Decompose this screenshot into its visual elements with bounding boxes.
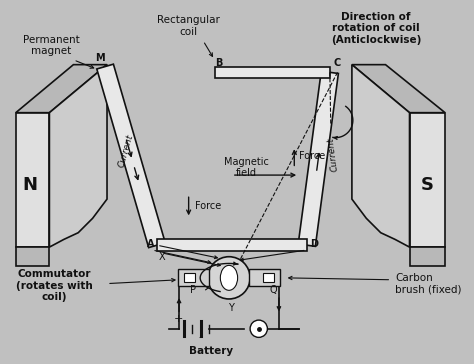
Text: Current: Current bbox=[117, 133, 135, 169]
Ellipse shape bbox=[220, 265, 237, 290]
Polygon shape bbox=[157, 240, 307, 251]
Polygon shape bbox=[352, 65, 410, 247]
Text: Carbon
brush (fixed): Carbon brush (fixed) bbox=[395, 273, 462, 294]
Text: P: P bbox=[191, 285, 196, 295]
Circle shape bbox=[208, 257, 250, 299]
FancyBboxPatch shape bbox=[249, 269, 280, 285]
Circle shape bbox=[250, 320, 267, 337]
Text: Magnetic
field: Magnetic field bbox=[224, 157, 269, 178]
Polygon shape bbox=[215, 67, 330, 78]
Text: B: B bbox=[215, 58, 222, 68]
Polygon shape bbox=[49, 65, 107, 247]
Text: M: M bbox=[95, 53, 105, 63]
Text: Y: Y bbox=[228, 304, 234, 313]
Polygon shape bbox=[410, 113, 445, 247]
Text: D: D bbox=[310, 239, 319, 249]
Bar bbox=[263, 273, 274, 282]
Polygon shape bbox=[352, 65, 445, 113]
FancyBboxPatch shape bbox=[178, 269, 209, 285]
Text: -: - bbox=[198, 331, 203, 344]
Bar bbox=[184, 273, 195, 282]
Polygon shape bbox=[298, 71, 338, 246]
Polygon shape bbox=[16, 247, 49, 266]
Polygon shape bbox=[16, 113, 49, 247]
Text: N: N bbox=[23, 176, 38, 194]
Text: C: C bbox=[334, 58, 341, 68]
Text: +: + bbox=[174, 314, 183, 324]
Text: Permanent
magnet: Permanent magnet bbox=[23, 35, 80, 56]
Text: X: X bbox=[158, 252, 165, 262]
Text: Commutator
(rotates with
coil): Commutator (rotates with coil) bbox=[16, 269, 92, 302]
Text: Current: Current bbox=[326, 136, 339, 171]
Polygon shape bbox=[410, 247, 445, 266]
Text: Force: Force bbox=[195, 201, 222, 211]
Text: Direction of
rotation of coil
(Anticlockwise): Direction of rotation of coil (Anticlock… bbox=[331, 12, 421, 45]
Polygon shape bbox=[97, 64, 165, 248]
Text: Rectangular
coil: Rectangular coil bbox=[157, 15, 220, 37]
Text: A: A bbox=[147, 239, 155, 249]
Polygon shape bbox=[16, 65, 107, 113]
Text: Q: Q bbox=[269, 285, 277, 295]
Text: S: S bbox=[420, 176, 433, 194]
Text: Battery: Battery bbox=[189, 346, 233, 356]
Text: Force: Force bbox=[299, 151, 325, 161]
